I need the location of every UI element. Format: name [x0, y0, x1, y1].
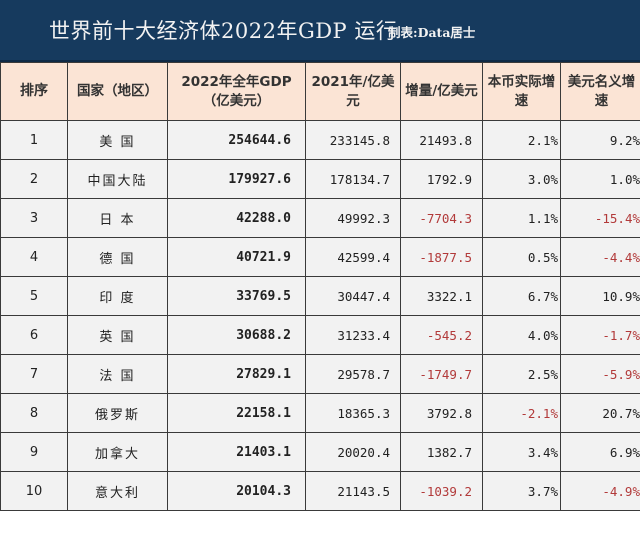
rank-cell: 8: [0, 393, 68, 433]
gdp-2021-cell: 49992.3: [305, 198, 401, 238]
country-cell: 美 国: [67, 120, 168, 160]
country-cell: 加拿大: [67, 432, 168, 472]
country-cell: 英 国: [67, 315, 168, 355]
rank-cell: 10: [0, 471, 68, 511]
usd-growth-cell: 9.2%: [560, 120, 640, 160]
gdp-2022-cell: 30688.2: [167, 315, 306, 355]
gdp-table: 排序 国家（地区） 2022年全年GDP（亿美元） 2021年/亿美元 增量/亿…: [0, 62, 640, 511]
title-banner: 世界前十大经济体2022年GDP 运行 制表:Data居士: [0, 0, 640, 62]
usd-growth-cell: -5.9%: [560, 354, 640, 394]
table-row: 9 加拿大 21403.1 20020.4 1382.7 3.4% 6.9%: [0, 432, 640, 472]
country-cell: 印 度: [67, 276, 168, 316]
country-cell: 俄罗斯: [67, 393, 168, 433]
local-growth-cell: 3.4%: [482, 432, 561, 472]
table-row: 10 意大利 20104.3 21143.5 -1039.2 3.7% -4.9%: [0, 471, 640, 511]
country-cell: 意大利: [67, 471, 168, 511]
local-growth-cell: 3.7%: [482, 471, 561, 511]
rank-cell: 1: [0, 120, 68, 160]
usd-growth-cell: 1.0%: [560, 159, 640, 199]
increment-cell: 21493.8: [400, 120, 483, 160]
country-cell: 德 国: [67, 237, 168, 277]
increment-cell: -545.2: [400, 315, 483, 355]
gdp-2021-cell: 20020.4: [305, 432, 401, 472]
local-growth-cell: 4.0%: [482, 315, 561, 355]
local-growth-cell: 2.5%: [482, 354, 561, 394]
usd-growth-cell: 10.9%: [560, 276, 640, 316]
increment-cell: 1792.9: [400, 159, 483, 199]
gdp-2022-cell: 33769.5: [167, 276, 306, 316]
country-cell: 日 本: [67, 198, 168, 238]
rank-cell: 4: [0, 237, 68, 277]
local-growth-cell: 1.1%: [482, 198, 561, 238]
usd-growth-cell: 6.9%: [560, 432, 640, 472]
local-growth-cell: 6.7%: [482, 276, 561, 316]
usd-growth-cell: -4.4%: [560, 237, 640, 277]
increment-cell: -7704.3: [400, 198, 483, 238]
gdp-2022-cell: 254644.6: [167, 120, 306, 160]
local-growth-cell: 3.0%: [482, 159, 561, 199]
gdp-2022-cell: 22158.1: [167, 393, 306, 433]
gdp-2022-cell: 40721.9: [167, 237, 306, 277]
usd-growth-cell: -1.7%: [560, 315, 640, 355]
gdp-2022-cell: 42288.0: [167, 198, 306, 238]
increment-cell: -1749.7: [400, 354, 483, 394]
rank-cell: 6: [0, 315, 68, 355]
gdp-2021-cell: 233145.8: [305, 120, 401, 160]
gdp-2021-cell: 18365.3: [305, 393, 401, 433]
increment-cell: 3792.8: [400, 393, 483, 433]
table-row: 2 中国大陆 179927.6 178134.7 1792.9 3.0% 1.0%: [0, 159, 640, 199]
usd-growth-cell: -4.9%: [560, 471, 640, 511]
gdp-2021-cell: 178134.7: [305, 159, 401, 199]
gdp-2022-cell: 21403.1: [167, 432, 306, 472]
column-header-rank: 排序: [0, 62, 68, 121]
usd-growth-cell: 20.7%: [560, 393, 640, 433]
increment-cell: 3322.1: [400, 276, 483, 316]
table-row: 8 俄罗斯 22158.1 18365.3 3792.8 -2.1% 20.7%: [0, 393, 640, 433]
rank-cell: 2: [0, 159, 68, 199]
column-header-usd-growth: 美元名义增速: [560, 62, 640, 121]
local-growth-cell: 2.1%: [482, 120, 561, 160]
page-title: 世界前十大经济体2022年GDP 运行: [49, 19, 398, 43]
usd-growth-cell: -15.4%: [560, 198, 640, 238]
column-header-country: 国家（地区）: [67, 62, 168, 121]
column-header-gdp-2021: 2021年/亿美元: [305, 62, 401, 121]
column-header-gdp-2022: 2022年全年GDP（亿美元）: [167, 62, 306, 121]
gdp-2021-cell: 30447.4: [305, 276, 401, 316]
table-credit: 制表:Data居士: [388, 25, 476, 40]
gdp-2022-cell: 179927.6: [167, 159, 306, 199]
rank-cell: 3: [0, 198, 68, 238]
local-growth-cell: 0.5%: [482, 237, 561, 277]
gdp-2021-cell: 29578.7: [305, 354, 401, 394]
local-growth-cell: -2.1%: [482, 393, 561, 433]
country-cell: 中国大陆: [67, 159, 168, 199]
increment-cell: 1382.7: [400, 432, 483, 472]
increment-cell: -1877.5: [400, 237, 483, 277]
table-header-row: 排序 国家（地区） 2022年全年GDP（亿美元） 2021年/亿美元 增量/亿…: [0, 62, 640, 121]
rank-cell: 9: [0, 432, 68, 472]
rank-cell: 7: [0, 354, 68, 394]
gdp-2022-cell: 20104.3: [167, 471, 306, 511]
gdp-2022-cell: 27829.1: [167, 354, 306, 394]
country-cell: 法 国: [67, 354, 168, 394]
rank-cell: 5: [0, 276, 68, 316]
gdp-2021-cell: 42599.4: [305, 237, 401, 277]
gdp-2021-cell: 31233.4: [305, 315, 401, 355]
gdp-2021-cell: 21143.5: [305, 471, 401, 511]
column-header-increment: 增量/亿美元: [400, 62, 483, 121]
increment-cell: -1039.2: [400, 471, 483, 511]
column-header-local-growth: 本币实际增速: [482, 62, 561, 121]
